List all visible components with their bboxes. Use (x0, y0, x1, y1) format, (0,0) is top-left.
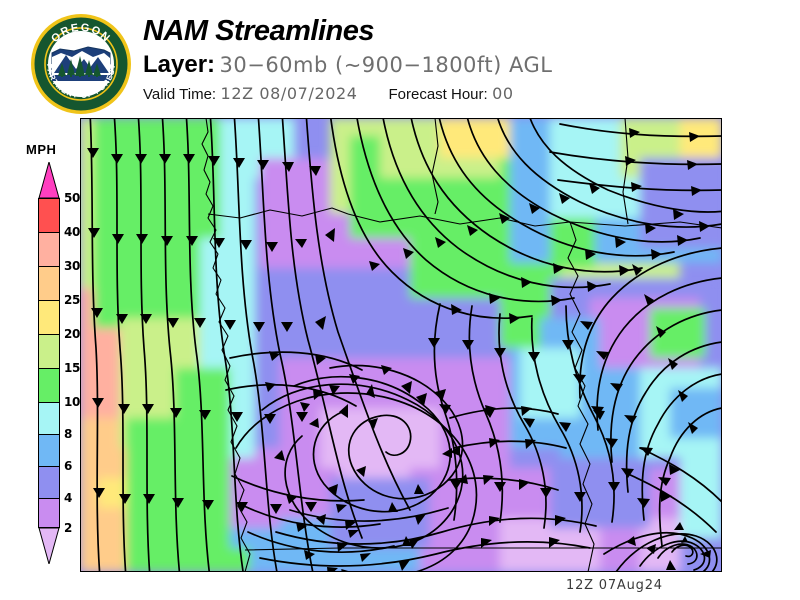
colorbar-tick-4: 4 (64, 491, 73, 505)
forecast-hour-label: Forecast Hour: (388, 86, 488, 103)
page-title: NAM Streamlines (143, 15, 375, 47)
colorbar-tick-20: 20 (64, 327, 81, 341)
map-border (80, 118, 722, 572)
weather-map-canvas[interactable] (80, 118, 722, 572)
forecast-hour-value: 00 (492, 84, 514, 103)
layer-label: Layer: (143, 51, 216, 78)
colorbar-tick-30: 30 (64, 259, 81, 273)
colorbar-seg-8-10 (38, 402, 60, 434)
colorbar-top-arrow (38, 162, 60, 198)
colorbar-seg-10-15 (38, 368, 60, 402)
colorbar-bottom-arrow (38, 528, 60, 564)
colorbar-seg-40-50 (38, 198, 60, 232)
valid-time-label: Valid Time: (143, 86, 217, 103)
streamline-arrowheads (87, 128, 711, 572)
colorbar-tick-50: 50 (64, 191, 81, 205)
colorbar-seg-2-4 (38, 498, 60, 528)
colorbar-tick-6: 6 (64, 459, 73, 473)
layer-line: Layer: 30−60mb (∼900−1800ft) AGL (143, 53, 553, 77)
colorbar-tick-10: 10 (64, 395, 81, 409)
colorbar-legend: MPH 50 40 30 25 20 (10, 140, 80, 564)
map-timestamp-stamp: 12Z 07Aug24 (566, 578, 663, 593)
colorbar-tick-15: 15 (64, 361, 81, 375)
valid-time-value: 12Z 08/07/2024 (220, 84, 358, 103)
colorbar-seg-15-20 (38, 334, 60, 368)
colorbar-tick-40: 40 (64, 225, 81, 239)
valid-time-line: Valid Time: 12Z 08/07/2024 Forecast Hour… (143, 86, 553, 103)
oregon-dept-forestry-seal-icon: OREGON DEPARTMENT OF FORESTRY (30, 13, 131, 114)
colorbar-seg-4-6 (38, 466, 60, 498)
colorbar-tick-25: 25 (64, 293, 81, 307)
colorbar-tick-8: 8 (64, 427, 73, 441)
colorbar-seg-30-40 (38, 232, 60, 266)
colorbar-title: MPH (26, 142, 57, 157)
colorbar-tick-2: 2 (64, 521, 73, 535)
page-header: OREGON DEPARTMENT OF FORESTRY NAM Stream… (0, 0, 800, 118)
colorbar-seg-20-25 (38, 300, 60, 334)
streamline-plot (80, 118, 722, 572)
colorbar-seg-25-30 (38, 266, 60, 300)
title-block: NAM Streamlines Layer: 30−60mb (∼900−180… (143, 17, 553, 103)
colorbar-strip: 50 40 30 25 20 15 10 8 6 4 2 (38, 162, 80, 564)
colorbar-seg-6-8 (38, 434, 60, 466)
layer-value: 30−60mb (∼900−1800ft) AGL (219, 53, 553, 77)
